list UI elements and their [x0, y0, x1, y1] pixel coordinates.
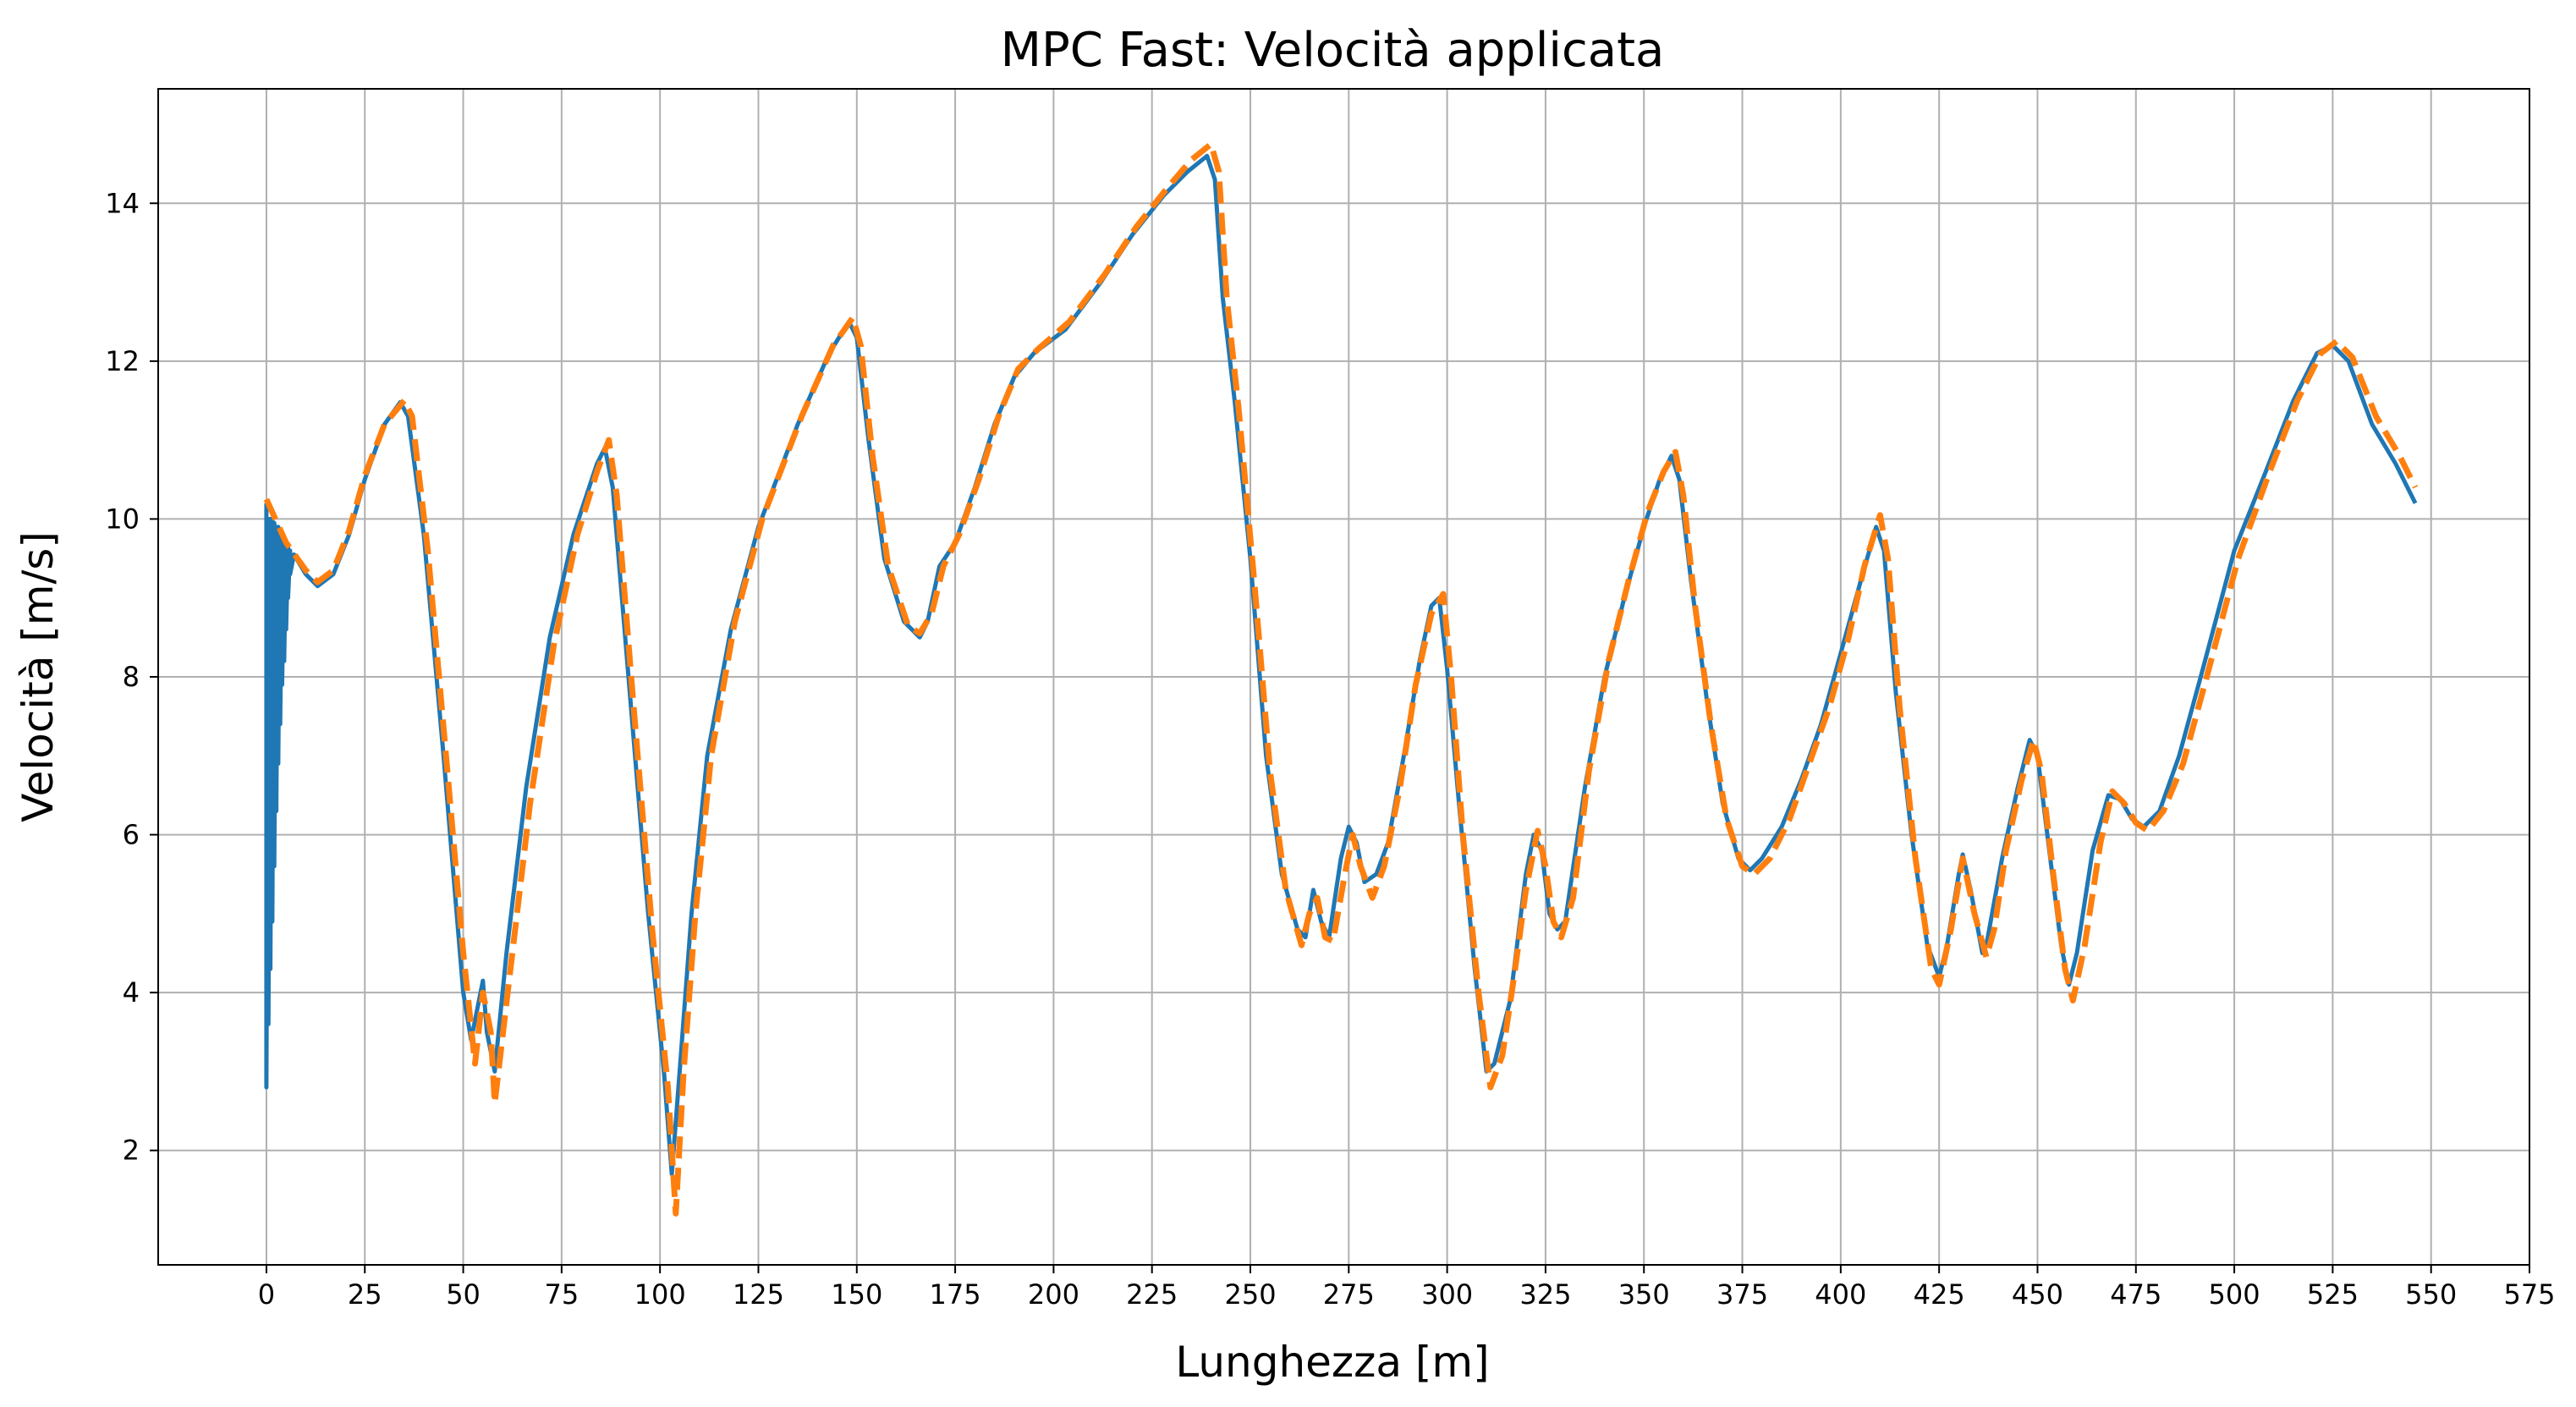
- x-tick-label: 225: [1126, 1278, 1178, 1311]
- x-tick-label: 400: [1815, 1278, 1866, 1311]
- x-tick-label: 325: [1519, 1278, 1571, 1311]
- y-tick-label: 10: [105, 503, 140, 535]
- x-tick-label: 300: [1421, 1278, 1473, 1311]
- y-tick-label: 14: [105, 187, 140, 219]
- x-tick-label: 575: [2503, 1278, 2555, 1311]
- y-tick-label: 8: [123, 661, 140, 693]
- y-tick-label: 6: [123, 819, 140, 851]
- x-axis-label: Lunghezza [m]: [1175, 1338, 1489, 1387]
- y-tick-label: 2: [123, 1135, 140, 1167]
- x-tick-label: 150: [831, 1278, 882, 1311]
- x-tick-label: 250: [1224, 1278, 1276, 1311]
- x-tick-label: 200: [1028, 1278, 1079, 1311]
- y-tick-label: 4: [123, 976, 140, 1009]
- series-line-2: [263, 140, 2419, 1217]
- x-tick-label: 475: [2110, 1278, 2161, 1311]
- x-tick-label: 275: [1323, 1278, 1375, 1311]
- x-tick-label: 525: [2307, 1278, 2359, 1311]
- x-tick-label: 175: [930, 1278, 981, 1311]
- y-axis-ticks: 2 4 6 8 10 12 14: [105, 187, 158, 1167]
- x-tick-label: 450: [2012, 1278, 2063, 1311]
- chart-title: MPC Fast: Velocità applicata: [1001, 23, 1665, 78]
- x-tick-label: 550: [2405, 1278, 2457, 1311]
- x-tick-label: 25: [348, 1278, 382, 1311]
- x-axis-ticks: 0 25 50 75 100 125 150 175 200 225 250 275 300 325 350…: [258, 1265, 2556, 1311]
- y-axis-label: Velocità [m/s]: [14, 531, 63, 822]
- x-tick-label: 50: [446, 1278, 481, 1311]
- x-tick-label: 350: [1618, 1278, 1670, 1311]
- x-tick-label: 425: [1914, 1278, 1965, 1311]
- x-tick-label: 0: [258, 1278, 275, 1311]
- x-tick-label: 100: [634, 1278, 686, 1311]
- y-tick-label: 12: [105, 345, 140, 377]
- series-layer: [263, 140, 2419, 1217]
- x-tick-label: 375: [1716, 1278, 1768, 1311]
- x-tick-label: 500: [2209, 1278, 2260, 1311]
- x-tick-label: 75: [544, 1278, 579, 1311]
- x-tick-label: 125: [733, 1278, 784, 1311]
